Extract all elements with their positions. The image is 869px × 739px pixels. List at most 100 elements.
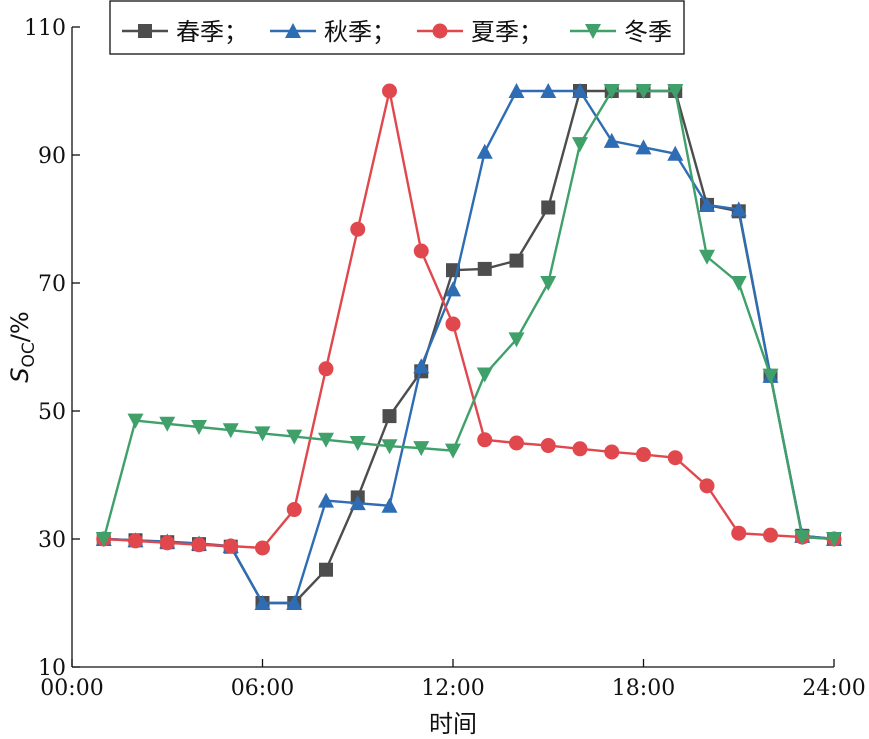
data-point bbox=[540, 438, 556, 454]
series-0 bbox=[96, 84, 841, 610]
series-layer bbox=[95, 83, 842, 610]
legend-entry: 秋季； bbox=[270, 18, 396, 46]
data-point bbox=[255, 540, 270, 556]
legend-marker bbox=[138, 24, 152, 38]
data-point bbox=[95, 532, 112, 547]
y-tick-label: 30 bbox=[38, 528, 66, 553]
x-tick-label: 18:00 bbox=[612, 676, 675, 701]
data-point bbox=[730, 276, 747, 291]
data-point bbox=[794, 530, 811, 546]
data-point bbox=[603, 84, 620, 99]
data-point bbox=[318, 361, 334, 377]
data-point bbox=[762, 368, 779, 384]
data-point bbox=[319, 562, 333, 577]
data-point bbox=[254, 595, 271, 610]
data-point bbox=[381, 497, 398, 513]
data-point bbox=[445, 316, 461, 332]
x-tick-label: 06:00 bbox=[231, 676, 294, 701]
data-point bbox=[541, 200, 556, 215]
y-axis-label: SOC/% bbox=[6, 311, 39, 382]
legend-label: 春季； bbox=[176, 18, 248, 46]
series-line bbox=[103, 89, 835, 605]
data-point bbox=[286, 595, 303, 610]
data-point bbox=[191, 420, 207, 435]
y-tick-label: 90 bbox=[38, 144, 66, 169]
data-point bbox=[763, 527, 778, 543]
data-point bbox=[382, 83, 397, 99]
data-point bbox=[572, 441, 588, 457]
data-point bbox=[127, 413, 144, 429]
data-point bbox=[667, 450, 683, 466]
data-point bbox=[413, 358, 430, 374]
data-point bbox=[635, 139, 652, 155]
data-point bbox=[318, 492, 334, 508]
legend-label: 夏季； bbox=[471, 18, 543, 46]
data-point bbox=[318, 432, 334, 448]
data-point bbox=[509, 253, 524, 268]
x-axis-label: 时间 bbox=[429, 710, 477, 738]
y-tick-label: 10 bbox=[38, 656, 66, 681]
y-axis-label-suffix: /% bbox=[6, 311, 34, 342]
data-point bbox=[191, 537, 207, 553]
y-axis-label-main: S bbox=[6, 367, 34, 382]
legend: 春季； 秋季； 夏季； 冬季 bbox=[109, 0, 685, 55]
data-point bbox=[477, 432, 493, 448]
data-point bbox=[382, 409, 397, 424]
data-point bbox=[635, 84, 652, 99]
data-point bbox=[413, 243, 429, 259]
data-point bbox=[667, 84, 684, 99]
series-2 bbox=[96, 83, 842, 556]
y-tick-label: 50 bbox=[38, 400, 66, 425]
legend-entry: 春季； bbox=[122, 18, 248, 46]
series-3 bbox=[95, 84, 842, 547]
data-point bbox=[286, 429, 303, 445]
x-tick-label: 12:00 bbox=[421, 676, 484, 701]
data-point bbox=[826, 532, 842, 547]
data-point bbox=[509, 435, 524, 451]
data-point bbox=[540, 83, 557, 98]
data-point bbox=[476, 367, 493, 383]
x-tick-label: 00:00 bbox=[40, 676, 103, 701]
legend-entry: 夏季； bbox=[417, 18, 543, 46]
legend-marker bbox=[432, 23, 448, 39]
data-point bbox=[223, 538, 239, 554]
data-point bbox=[254, 426, 271, 442]
data-point bbox=[445, 281, 461, 297]
axes: 10 30 50 70 90 110 00:00 06:00 12:00 18:00 24:00 bbox=[24, 16, 866, 701]
data-point bbox=[159, 535, 175, 551]
data-point bbox=[699, 196, 715, 212]
data-point bbox=[381, 439, 398, 455]
data-point bbox=[445, 443, 461, 459]
data-point bbox=[222, 423, 239, 439]
data-point bbox=[603, 132, 620, 148]
data-point bbox=[477, 261, 492, 276]
data-point bbox=[699, 478, 715, 494]
legend-label: 秋季； bbox=[324, 18, 396, 46]
data-point bbox=[636, 447, 651, 463]
series-line bbox=[103, 89, 835, 550]
series-line bbox=[103, 89, 835, 605]
series-1 bbox=[95, 83, 842, 610]
data-point bbox=[349, 495, 366, 511]
x-tick-label: 24:00 bbox=[802, 676, 865, 701]
data-point bbox=[667, 145, 684, 161]
data-point bbox=[730, 201, 747, 217]
y-axis-label-sub: OC bbox=[19, 342, 39, 367]
legend-marker bbox=[585, 24, 601, 39]
data-point bbox=[159, 416, 176, 432]
data-point bbox=[128, 533, 143, 549]
data-point bbox=[699, 249, 715, 265]
legend-label: 冬季 bbox=[624, 18, 672, 46]
legend-entry: 冬季 bbox=[570, 18, 672, 46]
data-point bbox=[508, 83, 525, 98]
data-point bbox=[349, 436, 366, 451]
series-line bbox=[102, 89, 835, 541]
data-point bbox=[572, 83, 588, 98]
data-point bbox=[731, 525, 747, 541]
data-point bbox=[476, 143, 493, 159]
data-point bbox=[572, 137, 588, 153]
legend-marker bbox=[285, 23, 301, 38]
data-point bbox=[604, 444, 620, 460]
data-point bbox=[350, 221, 366, 237]
